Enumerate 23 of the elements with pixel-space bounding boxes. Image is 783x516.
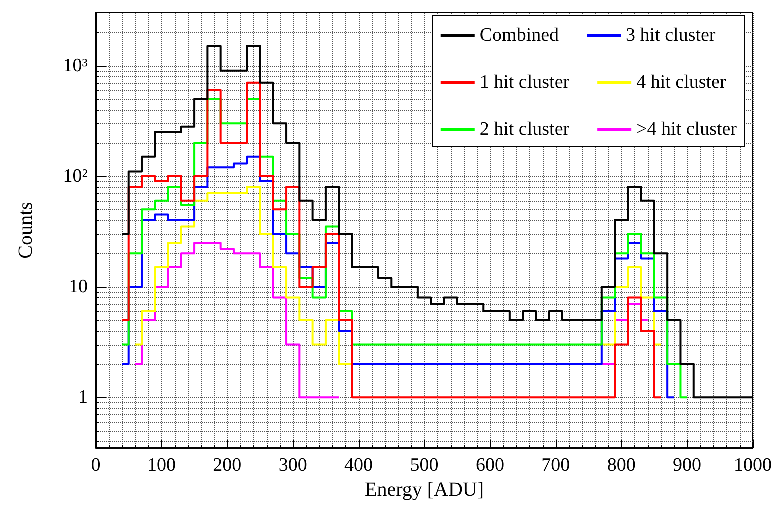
x-tick-label: 500 xyxy=(410,455,439,476)
y-tick-label: 10³ xyxy=(63,55,88,76)
legend-label: >4 hit cluster xyxy=(636,119,738,140)
legend-label: 1 hit cluster xyxy=(480,72,570,93)
y-tick-label: 1 xyxy=(78,387,88,408)
x-tick-label: 200 xyxy=(213,455,242,476)
x-axis-title: Energy [ADU] xyxy=(364,478,484,501)
legend-label: 2 hit cluster xyxy=(480,119,570,140)
x-tick-label: 1000 xyxy=(734,455,772,476)
x-tick-label: 400 xyxy=(344,455,374,476)
legend-label: Combined xyxy=(480,25,560,46)
x-tick-label: 900 xyxy=(673,455,702,476)
legend-label: 4 hit cluster xyxy=(636,72,727,93)
x-tick-label: 100 xyxy=(147,455,176,476)
x-tick-label: 800 xyxy=(607,455,636,476)
x-tick-label: 300 xyxy=(278,455,308,476)
y-axis-title: Counts xyxy=(15,202,37,259)
y-tick-label: 10² xyxy=(63,166,88,187)
legend-label: 3 hit cluster xyxy=(626,25,716,46)
x-tick-label: 0 xyxy=(91,455,101,476)
y-tick-label: 10 xyxy=(69,276,88,298)
x-tick-label: 700 xyxy=(542,455,570,476)
x-tick-label: 600 xyxy=(476,455,504,476)
